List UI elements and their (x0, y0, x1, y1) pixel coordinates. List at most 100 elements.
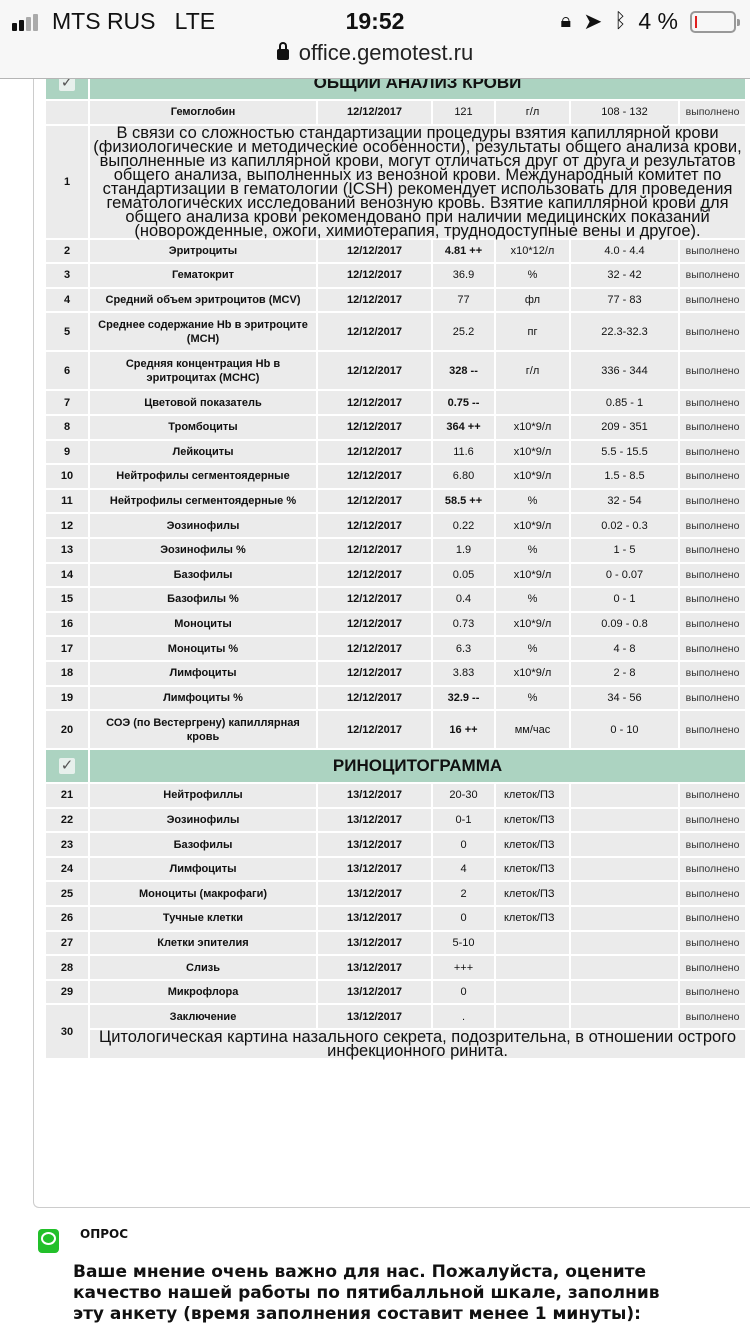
section-toggle[interactable]: ✓ (44, 748, 90, 785)
test-unit: клеток/ПЗ (494, 782, 571, 809)
reference-range (569, 806, 680, 834)
battery-percent: 4 % (638, 8, 678, 34)
address-bar[interactable]: office.gemotest.ru (0, 40, 750, 66)
table-row: 2 Эритроциты 12/12/2017 4.81 ++ x10*12/л 4.0 … (44, 237, 748, 265)
test-status: выполнено (677, 709, 748, 751)
test-date: 12/12/2017 (316, 350, 433, 392)
test-date: 12/12/2017 (316, 389, 433, 416)
test-status: выполнено (677, 561, 748, 589)
test-name: Средняя концентрация Hb в эритроцитах (M… (88, 350, 318, 392)
test-unit: % (494, 487, 571, 515)
row-number: 19 (44, 684, 90, 712)
row-number: 15 (44, 586, 90, 613)
test-unit: клеток/ПЗ (494, 831, 571, 858)
test-status: выполнено (677, 610, 748, 638)
test-value: 16 ++ (431, 709, 496, 751)
row-number: 20 (44, 709, 90, 751)
reference-range: 77 - 83 (569, 286, 680, 314)
test-name: Лимфоциты (88, 659, 318, 687)
reference-range: 0 - 10 (569, 709, 680, 751)
test-value: . (431, 1003, 496, 1031)
reference-range: 34 - 56 (569, 684, 680, 712)
survey-text[interactable]: Ваше мнение очень важно для нас. Пожалуй… (73, 1262, 660, 1324)
test-unit: г/л (494, 99, 571, 126)
test-date: 12/12/2017 (316, 536, 433, 564)
test-date: 13/12/2017 (316, 905, 433, 932)
test-status: выполнено (677, 855, 748, 883)
table-row: Гемоглобин 12/12/2017 121 г/л 108 - 132 выпол… (44, 99, 748, 126)
clock: 19:52 (345, 8, 405, 34)
table-row: 28 Слизь 13/12/2017 +++ выполнено (44, 954, 748, 981)
reference-range: 0.85 - 1 (569, 389, 680, 416)
table-row: 9 Лейкоциты 12/12/2017 11.6 x10*9/л 5.5 - 15.… (44, 438, 748, 466)
row-number: 4 (44, 286, 90, 314)
table-row: 26 Тучные клетки 13/12/2017 0 клеток/ПЗ выпол… (44, 905, 748, 932)
row-number: 16 (44, 610, 90, 638)
test-name: Микрофлора (88, 978, 318, 1006)
test-name: Тромбоциты (88, 413, 318, 441)
test-unit: г/л (494, 350, 571, 392)
row-number: 29 (44, 978, 90, 1006)
test-date: 12/12/2017 (316, 709, 433, 751)
test-unit: мм/час (494, 709, 571, 751)
table-row: 11 Нейтрофилы сегментоядерные % 12/12/2017… (44, 487, 748, 515)
test-date: 13/12/2017 (316, 880, 433, 908)
table-row: 4 Средний объем эритроцитов (MCV) 12/12/20… (44, 286, 748, 314)
test-value: 6.3 (431, 635, 496, 662)
reference-range: 5.5 - 15.5 (569, 438, 680, 466)
test-date: 12/12/2017 (316, 438, 433, 466)
test-value: 0 (431, 905, 496, 932)
row-number: 10 (44, 463, 90, 490)
test-unit: x10*9/л (494, 413, 571, 441)
test-date: 12/12/2017 (316, 463, 433, 490)
test-status: выполнено (677, 286, 748, 314)
test-name: Моноциты % (88, 635, 318, 662)
table-row: 5 Среднее содержание Hb в эритроците (MCH… (44, 311, 748, 353)
row-number: 3 (44, 262, 90, 289)
test-value: 364 ++ (431, 413, 496, 441)
test-status: выполнено (677, 954, 748, 981)
test-value: +++ (431, 954, 496, 981)
test-name: Гемоглобин (88, 99, 318, 126)
test-status: выполнено (677, 905, 748, 932)
survey-chat-icon (38, 1229, 59, 1253)
test-value: 25.2 (431, 311, 496, 353)
test-name: Тучные клетки (88, 905, 318, 932)
test-date: 13/12/2017 (316, 782, 433, 809)
row-number: 2 (44, 237, 90, 265)
test-name: Базофилы (88, 831, 318, 858)
test-value: 11.6 (431, 438, 496, 466)
reference-range: 32 - 54 (569, 487, 680, 515)
table-row: 15 Базофилы % 12/12/2017 0.4% 0 - 1 выполнено (44, 586, 748, 613)
test-value: 1.9 (431, 536, 496, 564)
test-date: 12/12/2017 (316, 586, 433, 613)
test-unit: % (494, 586, 571, 613)
browser-chrome: MTS RUS LTE 19:52 🔒︎ ➤ ᛒ 4 % office.gemo… (0, 0, 750, 79)
table-row: 22 Эозинофилы 13/12/2017 0-1 клеток/ПЗ выполн… (44, 806, 748, 834)
row-number: 22 (44, 806, 90, 834)
test-date: 13/12/2017 (316, 954, 433, 981)
test-status: выполнено (677, 684, 748, 712)
test-status: выполнено (677, 880, 748, 908)
checkmark-icon: ✓ (59, 757, 75, 775)
row-number: 14 (44, 561, 90, 589)
table-row: 7 Цветовой показатель 12/12/2017 0.75 -- 0.8… (44, 389, 748, 416)
row-number: 8 (44, 413, 90, 441)
bluetooth-icon: ᛒ (614, 10, 627, 32)
test-unit (494, 954, 571, 981)
test-unit: клеток/ПЗ (494, 855, 571, 883)
test-unit (494, 978, 571, 1006)
section-header[interactable]: ✓ РИНОЦИТОГРАММА (44, 748, 748, 785)
table-row: 3 Гематокрит 12/12/2017 36.9% 32 - 42 выполне… (44, 262, 748, 289)
test-unit: клеток/ПЗ (494, 905, 571, 932)
rotation-lock-icon: 🔒︎ (560, 10, 572, 32)
test-unit (494, 1003, 571, 1031)
reference-range (569, 782, 680, 809)
row-number: 25 (44, 880, 90, 908)
reference-range (569, 978, 680, 1006)
test-date: 12/12/2017 (316, 561, 433, 589)
test-name: Слизь (88, 954, 318, 981)
reference-range: 108 - 132 (569, 99, 680, 126)
table-row: 13 Эозинофилы % 12/12/2017 1.9% 1 - 5 выполне… (44, 536, 748, 564)
